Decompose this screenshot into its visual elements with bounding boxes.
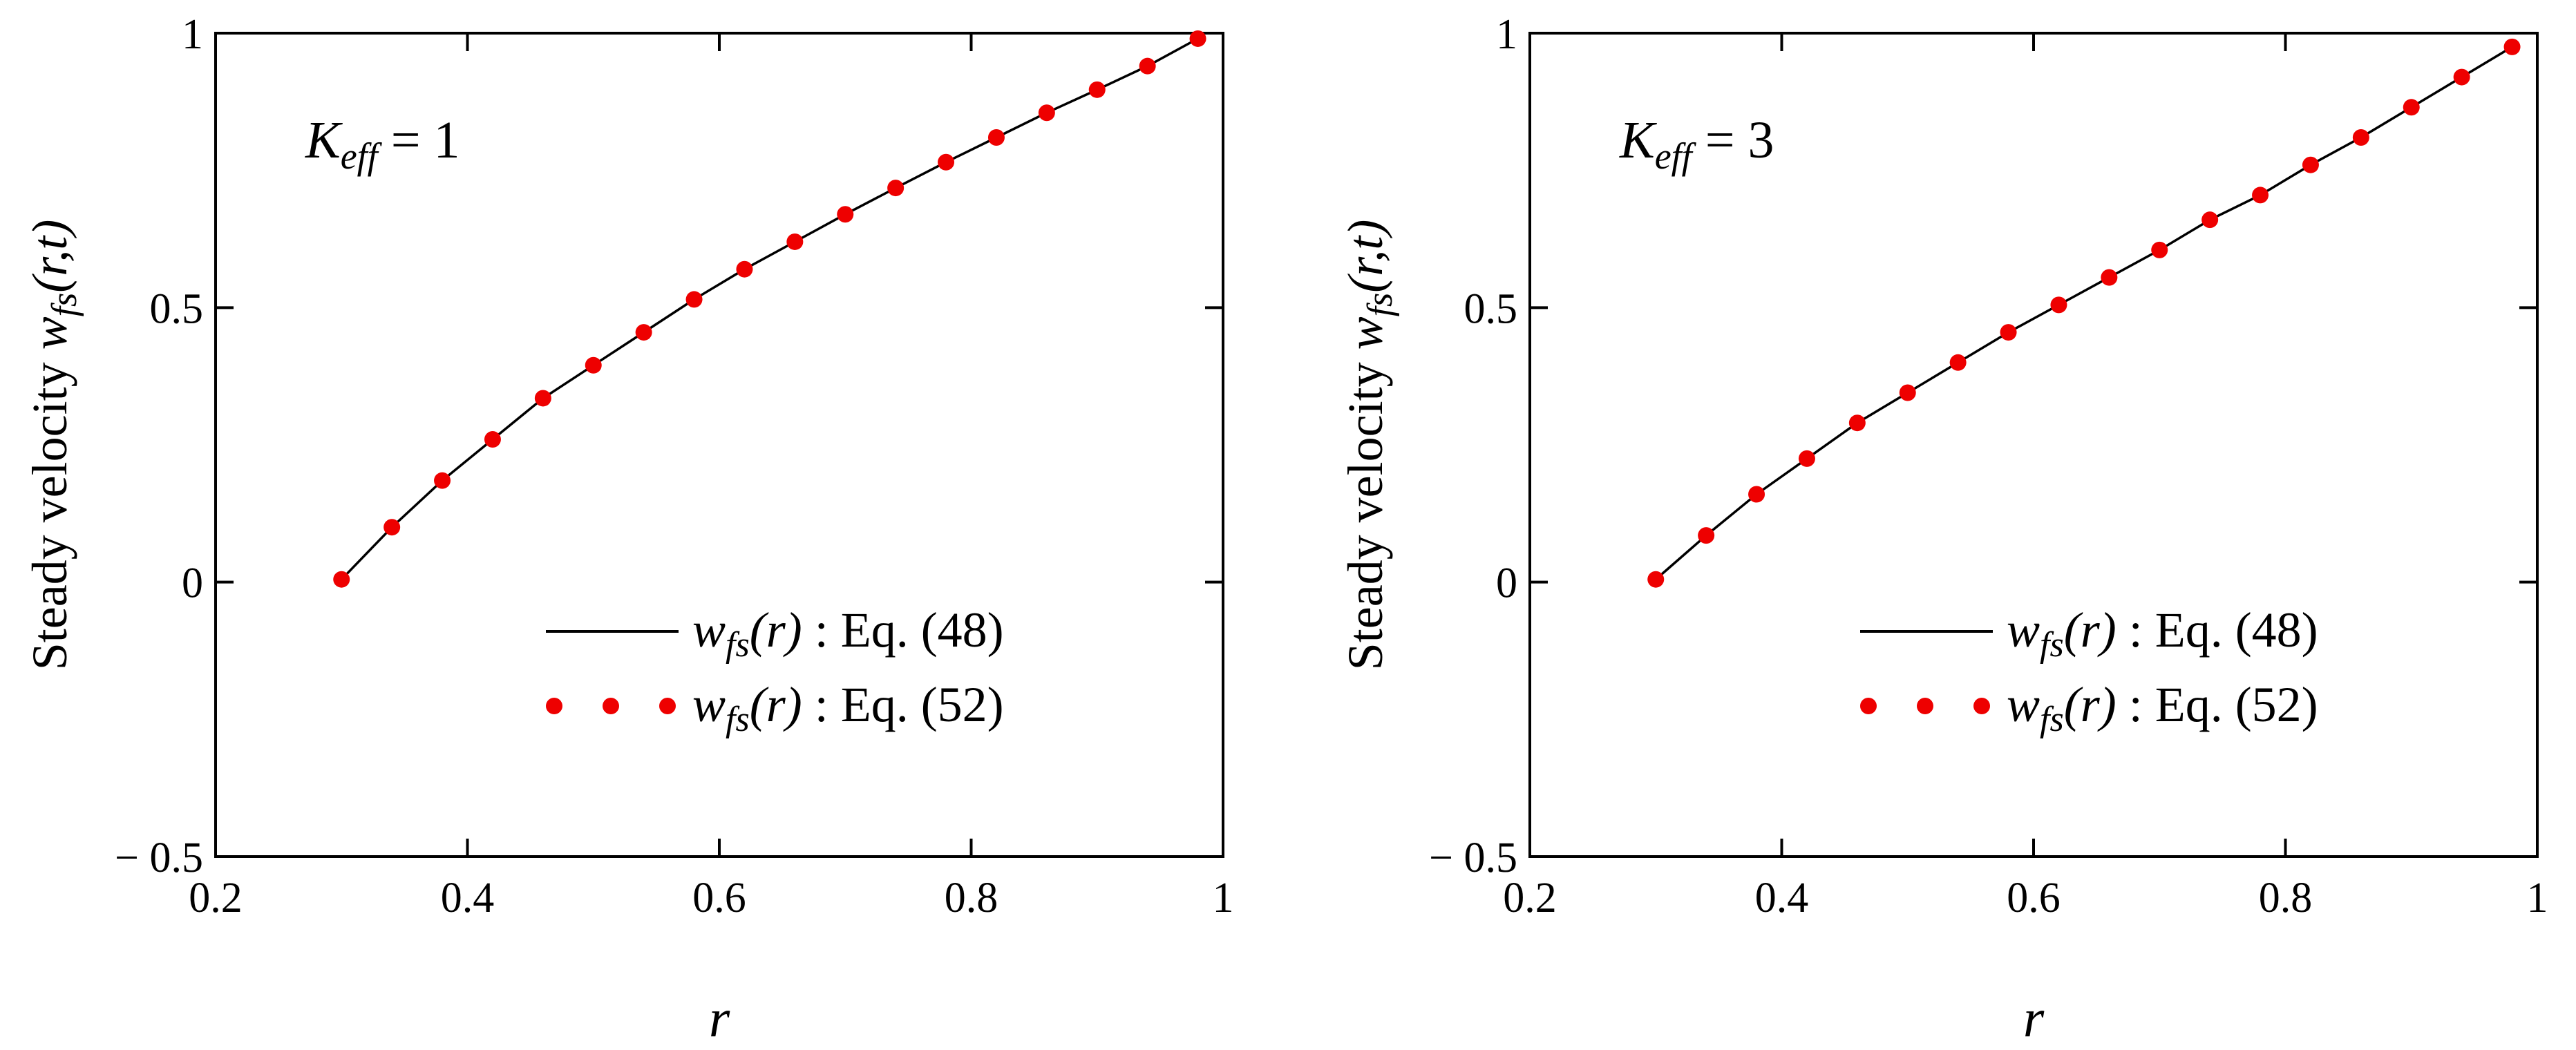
x-tick-label: 1 [1213, 875, 1234, 922]
chart-panel-1: 0.2 0.4 0.6 0.8 1 − 0.5 0 0.5 1 r Steady velocity … [22, 11, 1234, 1048]
x-tick-label: 0.2 [1503, 875, 1557, 922]
legend-dot-swatch [546, 698, 562, 714]
series-point-eq52 [585, 356, 602, 374]
series-point-eq52 [938, 153, 955, 171]
legend-entry-2: wfs(r) : Eq. (52) [546, 677, 1004, 739]
series-point-eq52 [2050, 296, 2067, 314]
x-tick-label: 0.4 [441, 875, 495, 922]
y-tick-label: 0.5 [1464, 285, 1518, 332]
x-tick-label: 1 [2527, 875, 2548, 922]
y-axis-label: Steady velocity wfs(r,t) [1338, 220, 1400, 671]
y-tick-label: 0 [182, 560, 203, 607]
x-tick-label: 0.8 [945, 875, 998, 922]
legend-dot-swatch [1917, 698, 1933, 714]
x-axis-label: r [709, 988, 730, 1048]
series-point-eq52 [2403, 99, 2420, 116]
series-point-eq52 [786, 233, 804, 250]
y-tick-label: 0 [1496, 560, 1517, 607]
series-line-eq48 [1655, 46, 2513, 581]
legend-dot-swatch [603, 698, 619, 714]
y-tick-label: − 0.5 [1429, 834, 1517, 881]
legend-entry-1: wfs(r) : Eq. (48) [1860, 602, 2318, 665]
series-point-eq52 [484, 431, 501, 448]
series-point-eq52 [534, 390, 551, 407]
series-point-eq52 [2101, 269, 2118, 286]
series-point-eq52 [987, 128, 1005, 146]
series-point-eq52 [383, 519, 401, 536]
legend-dot-swatch [659, 698, 676, 714]
series-point-eq52 [685, 291, 703, 308]
k-eff-annotation: Keff = 3 [1619, 111, 1774, 177]
legend-label: wfs(r) : Eq. (48) [2007, 602, 2318, 665]
series-point-eq52 [2201, 211, 2219, 229]
legend-label: wfs(r) : Eq. (52) [692, 677, 1004, 739]
legend-entry-1: wfs(r) : Eq. (48) [546, 602, 1004, 665]
series-point-eq52 [1698, 527, 1715, 544]
series-point-eq52 [1899, 384, 1916, 401]
series-point-eq52 [2000, 324, 2017, 341]
series-point-eq52 [2503, 38, 2521, 55]
series-line-eq48 [341, 37, 1199, 580]
series-point-eq52 [2252, 187, 2269, 204]
series-point-eq52 [434, 472, 451, 489]
y-tick-label: 1 [182, 11, 203, 58]
series-point-eq52 [1748, 486, 1765, 503]
series-point-eq52 [1038, 104, 1055, 122]
series-point-eq52 [333, 571, 350, 588]
legend-label: wfs(r) : Eq. (48) [692, 602, 1004, 665]
series-point-eq52 [2151, 241, 2168, 258]
series-point-eq52 [2453, 68, 2470, 86]
series-point-eq52 [1139, 57, 1156, 75]
k-eff-annotation: Keff = 1 [305, 111, 460, 177]
legend-dot-swatch [1973, 698, 1990, 714]
series-point-eq52 [1088, 81, 1106, 98]
series-point-eq52 [887, 180, 905, 197]
y-tick-label: − 0.5 [115, 834, 203, 881]
x-tick-label: 0.6 [692, 875, 746, 922]
series-point-eq52 [2352, 128, 2369, 146]
legend-label: wfs(r) : Eq. (52) [2007, 677, 2318, 739]
x-tick-label: 0.8 [2259, 875, 2313, 922]
chart-panel-2: 0.2 0.4 0.6 0.8 1 − 0.5 0 0.5 1 r Steady velocity … [1338, 11, 2548, 1048]
y-axis-label: Steady velocity wfs(r,t) [22, 220, 84, 671]
legend-dot-swatch [1860, 698, 1877, 714]
legend-entry-2: wfs(r) : Eq. (52) [1860, 677, 2318, 739]
series-point-eq52 [635, 324, 652, 341]
x-tick-label: 0.4 [1755, 875, 1809, 922]
series-point-eq52 [1848, 414, 1866, 432]
x-tick-label: 0.2 [189, 875, 243, 922]
x-tick-label: 0.6 [2007, 875, 2061, 922]
series-point-eq52 [736, 260, 753, 278]
y-tick-label: 0.5 [150, 285, 204, 332]
y-tick-label: 1 [1496, 11, 1517, 58]
series-point-eq52 [2302, 156, 2319, 173]
series-point-eq52 [1647, 571, 1665, 588]
series-point-eq52 [837, 206, 854, 223]
series-point-eq52 [1949, 354, 1967, 371]
series-point-eq52 [1798, 450, 1815, 467]
x-axis-label: r [2023, 988, 2045, 1048]
series-point-eq52 [1189, 30, 1206, 47]
